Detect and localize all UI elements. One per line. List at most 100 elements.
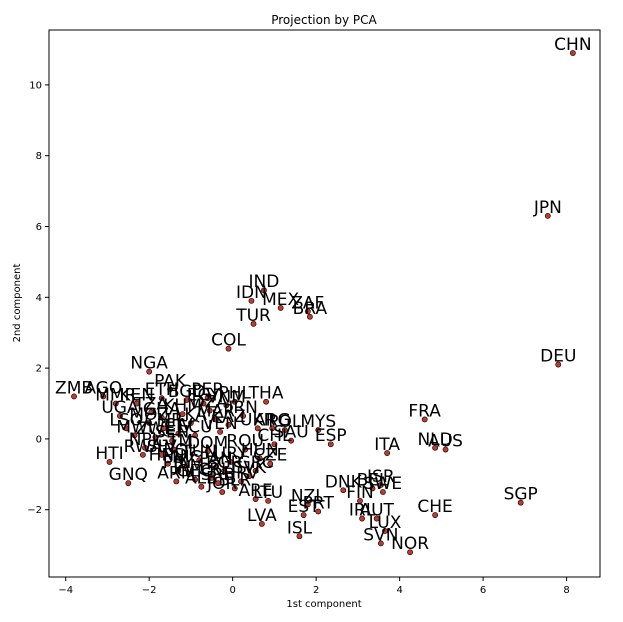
data-point [192,476,198,483]
point-label: HRV [223,463,259,483]
x-tick-label: 4 [396,585,402,596]
point-label: ARM [157,463,195,483]
point-label: LTU [253,483,283,503]
point-label: JAM [172,456,204,476]
point-label: AUT [359,501,394,521]
data-point [179,411,186,418]
point-label: DNK [325,472,363,492]
point-label: FRA [408,401,441,421]
point-label: SGP [504,485,538,505]
data-point [221,467,228,474]
data-point [256,455,263,462]
data-point [125,480,132,487]
data-point [196,457,203,464]
data-point [177,455,184,462]
point-label: LVA [247,506,277,526]
data-point [142,444,148,451]
point-label: SRB [201,465,235,485]
data-point [152,434,159,441]
data-point [123,425,130,432]
point-label: ISR [367,467,395,487]
labels-layer: CHNJPNDEUINDIDNMEXZAFBRATURCOLNGAPAKZMBA… [55,35,592,554]
data-point [215,480,221,487]
point-label: LKA [175,405,207,425]
point-label: TUN [180,442,217,462]
point-label: LSO [109,410,143,430]
data-point [213,464,219,471]
x-axis-label: 1st component [286,599,361,610]
y-tick-label: 6 [36,222,42,233]
data-point [175,467,182,474]
point-label: ARG [254,410,291,430]
data-point [377,482,384,488]
data-point [306,313,313,320]
point-label: EGY [187,386,221,406]
data-point [281,427,288,433]
data-point [204,395,211,402]
point-label: VEN [203,414,238,434]
point-label: NLD [417,430,452,450]
point-label: ROU [226,432,264,452]
point-label: RWA [124,437,163,457]
data-point [146,368,153,375]
point-label: ECU [178,417,213,437]
data-point [252,467,259,474]
point-label: NIC [172,447,202,467]
point-label: NPL [129,430,162,450]
point-label: TUR [235,306,271,326]
point-label: UGA [101,398,139,418]
chart-title: Projection by PCA [271,13,377,27]
data-point [357,497,363,504]
data-point [206,407,213,414]
point-label: HUN [241,440,279,460]
y-axis-label: 2nd component [12,264,23,343]
point-label: ZAF [291,293,324,313]
point-label: CMR [145,410,184,430]
y-axis: −2 0 2 4 6 8 10 [27,80,49,516]
data-point [225,345,232,352]
data-point [140,451,146,458]
y-tick-label: 0 [36,434,42,445]
data-point [227,459,234,465]
data-point [160,425,167,432]
point-label: DZA [192,393,229,413]
data-point [421,416,428,423]
data-point [231,398,238,405]
data-point [369,485,376,492]
point-label: ALB [185,469,218,489]
data-point [377,540,384,547]
x-axis: −4 −2 0 2 4 6 8 [58,577,570,596]
point-label: TZA [133,394,168,414]
data-point [231,485,238,492]
data-point [384,450,391,456]
point-label: ITA [374,435,400,455]
point-label: NZL [291,486,325,506]
data-point [271,441,278,448]
data-point [131,432,138,439]
point-label: URY [214,444,248,464]
data-point [380,489,386,495]
data-point [171,446,178,453]
x-tick-label: 6 [480,585,486,596]
data-point [198,483,205,490]
y-tick-label: 10 [29,80,42,91]
data-point [246,473,253,479]
data-point [288,437,295,444]
y-tick-label: 8 [36,151,42,162]
point-label: CHN [554,35,591,55]
point-label: IND [249,272,280,292]
point-label: KEN [119,386,154,406]
point-label: GRC [238,453,274,473]
point-label: ZMB [55,378,93,398]
point-label: PAK [154,371,187,391]
data-point [555,361,562,368]
data-point [442,446,449,453]
y-tick-label: 4 [36,293,42,304]
data-point [315,427,322,433]
data-point [240,413,247,419]
point-label: KHM [163,396,202,416]
data-point [200,400,207,407]
point-label: CRI [197,460,226,480]
point-label: PER [191,380,224,400]
data-point [158,395,165,402]
